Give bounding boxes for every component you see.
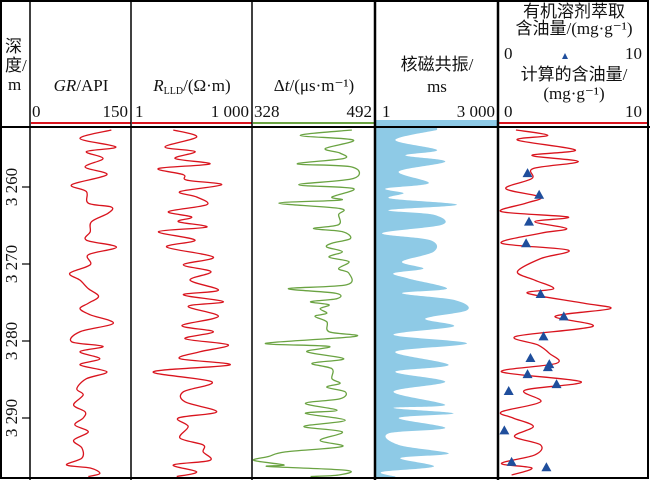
depth-tick-label: 3 280 (2, 321, 21, 361)
oil-meas-legend-triangle (562, 53, 568, 59)
dt-label-italic: t (284, 76, 290, 95)
measured-oil-point (524, 216, 534, 226)
dt-curve (252, 129, 361, 477)
depth-tick-label: 3 270 (2, 244, 21, 284)
dt-header: Δt/(μs·m⁻¹) (253, 77, 375, 95)
rlld-header: RLLD/(Ω·m) (132, 77, 252, 101)
measured-oil-point (541, 462, 552, 472)
measured-oil-point (522, 369, 533, 379)
nmr-scale-bar (376, 120, 498, 126)
gr-min: 0 (32, 102, 41, 121)
measured-oil-point (521, 238, 532, 248)
rlld-min: 1 (135, 102, 144, 121)
measured-oil-point (525, 352, 536, 362)
measured-oil-point (534, 189, 545, 199)
measured-oil-point (535, 289, 546, 299)
dt-min: 328 (254, 102, 280, 121)
depth-tick-label: 3 290 (2, 398, 21, 438)
depth-tick-label: 3 260 (2, 167, 21, 207)
dt-label-unit: /(μs·m⁻¹) (289, 76, 355, 95)
rlld-label-italic: R (153, 76, 164, 95)
measured-oil-point (499, 425, 510, 435)
rlld-curve (152, 129, 231, 477)
measured-oil-point (538, 331, 549, 341)
gr-max: 150 (102, 102, 129, 121)
nmr-label: 核磁共振/ (400, 55, 474, 74)
measured-oil-point (522, 168, 533, 178)
depth-label-3: m (8, 75, 22, 94)
nmr-max: 3 000 (456, 102, 495, 121)
nmr-min: 1 (382, 102, 391, 121)
nmr-fill-area (376, 127, 469, 477)
oil-curve (499, 129, 612, 476)
measured-oil-point (542, 362, 553, 372)
gr-curve (65, 129, 118, 477)
oil-calc-label-1: 计算的含油量/ (520, 65, 628, 84)
rlld-label-sub: LLD (163, 86, 184, 97)
rlld-max: 1 000 (210, 102, 249, 121)
gr-header: GR/API (31, 77, 131, 95)
measured-oil-point (503, 386, 514, 396)
oil-meas-label-1: 有机溶剂萃取 (523, 2, 625, 21)
oil-calc-label-2: (mg·g⁻¹) (543, 84, 605, 103)
oil-meas-min: 0 (504, 44, 513, 63)
depth-label-2: 度/ (5, 56, 27, 75)
oil-meas-label-2: 含油量/(mg·g⁻¹) (515, 19, 633, 38)
measured-oil-point (551, 379, 562, 389)
measured-oil-point (558, 311, 569, 321)
nmr-unit: ms (427, 77, 447, 96)
oil-calc-min: 0 (504, 102, 513, 121)
rlld-label-unit: /(Ω·m) (183, 76, 231, 95)
measured-oil-point (506, 456, 517, 466)
oil-calc-max: 10 (625, 102, 642, 121)
gr-label-italic: GR (53, 76, 77, 95)
dt-label-symbol: Δ (273, 76, 285, 95)
oil-meas-max: 10 (625, 44, 642, 63)
gr-label-unit: /API (76, 76, 109, 95)
dt-max: 492 (346, 102, 373, 121)
depth-label-1: 深 (5, 37, 22, 56)
